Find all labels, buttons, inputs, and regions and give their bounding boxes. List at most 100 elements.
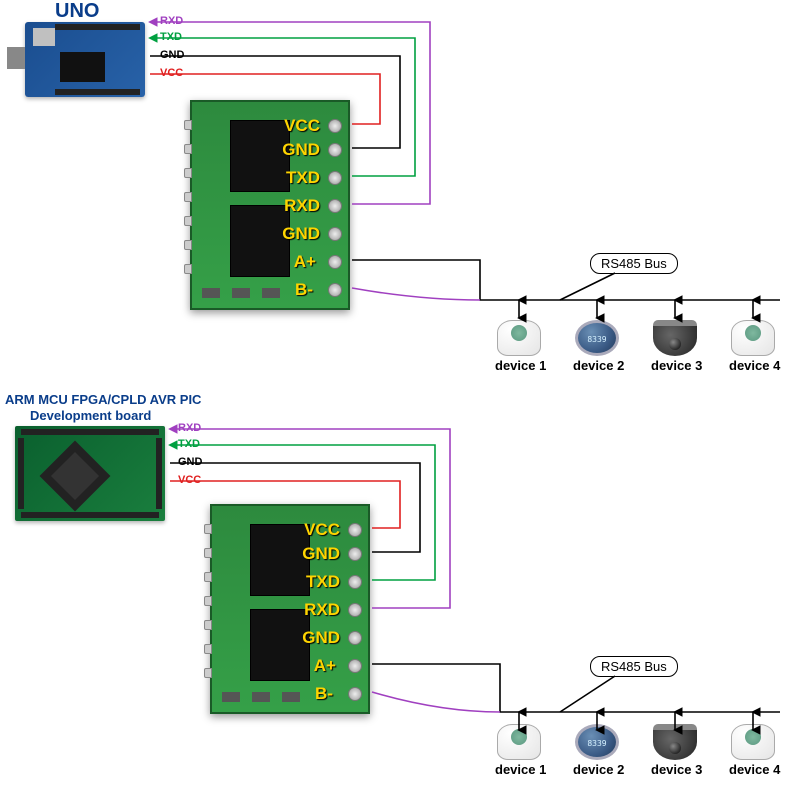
uno-sig-rxd: RXD xyxy=(160,15,183,27)
module-pin-bminus: B- xyxy=(295,280,313,300)
uno-board xyxy=(25,22,145,97)
module-pin-gnd2: GND xyxy=(302,628,340,648)
bus-devices-bottom: device 1 device 2 device 3 device 4 xyxy=(495,724,777,777)
dev-board xyxy=(15,426,165,521)
module-left-pin xyxy=(184,144,192,154)
uno-chip-icon xyxy=(60,52,105,82)
device-4: device 4 xyxy=(729,320,777,373)
module-pin-txd: TXD xyxy=(286,168,320,188)
device-4-label: device 4 xyxy=(729,358,777,373)
module-ic-2 xyxy=(250,609,310,681)
dev-section: ARM MCU FPGA/CPLD AVR PIC Development bo… xyxy=(0,392,800,800)
module-left-pin xyxy=(204,620,212,630)
rs485-module-top: VCC GND TXD RXD GND A+ B- xyxy=(190,100,350,310)
uno-title: UNO xyxy=(55,0,99,23)
uno-sig-gnd: GND xyxy=(160,49,184,61)
device-1: device 1 xyxy=(495,724,543,777)
module-ic-2 xyxy=(230,205,290,277)
module-pin-vcc-icon xyxy=(328,119,342,133)
module-pin-txd: TXD xyxy=(306,572,340,592)
device-1: device 1 xyxy=(495,320,543,373)
device-2-label: device 2 xyxy=(573,762,621,777)
device-1-label: device 1 xyxy=(495,762,543,777)
module-pin-gnd: GND xyxy=(282,140,320,160)
module-pin-rxd: RXD xyxy=(304,600,340,620)
uno-header-bottom xyxy=(55,89,140,95)
module-pin-gnd-icon xyxy=(328,143,342,157)
module-smd-2 xyxy=(232,288,250,298)
scale-icon xyxy=(497,724,541,760)
module-pin-aplus-icon xyxy=(328,255,342,269)
module-left-pin xyxy=(204,644,212,654)
module-left-pin xyxy=(184,120,192,130)
uno-header-top xyxy=(55,24,140,30)
module-left-pin xyxy=(184,216,192,226)
uno-sig-txd: TXD xyxy=(160,31,182,43)
module-pin-txd-icon xyxy=(328,171,342,185)
dev-sig-rxd: RXD xyxy=(178,422,201,434)
module-smd-1 xyxy=(222,692,240,702)
scale-icon xyxy=(497,320,541,356)
rs485-module-bottom: VCC GND TXD RXD GND A+ B- xyxy=(210,504,370,714)
module-pin-bminus: B- xyxy=(315,684,333,704)
module-pin-gnd2-icon xyxy=(348,631,362,645)
module-pin-vcc: VCC xyxy=(284,116,320,136)
device-3-label: device 3 xyxy=(651,358,699,373)
module-left-pin xyxy=(204,524,212,534)
dev-header xyxy=(21,512,159,518)
module-smd-2 xyxy=(252,692,270,702)
device-2: device 2 xyxy=(573,724,621,777)
gauge-icon xyxy=(575,724,619,760)
device-3: device 3 xyxy=(651,724,699,777)
module-pin-gnd2-icon xyxy=(328,227,342,241)
module-pin-rxd-icon xyxy=(328,199,342,213)
device-1-label: device 1 xyxy=(495,358,543,373)
module-left-pin xyxy=(204,572,212,582)
module-left-pin xyxy=(184,264,192,274)
module-ic-1 xyxy=(230,120,290,192)
dev-header xyxy=(18,438,24,509)
module-smd-1 xyxy=(202,288,220,298)
bus-callout-bottom: RS485 Bus xyxy=(590,656,678,677)
module-pin-bminus-icon xyxy=(348,687,362,701)
module-pin-aplus: A+ xyxy=(294,252,316,272)
device-3: device 3 xyxy=(651,320,699,373)
module-pin-aplus-icon xyxy=(348,659,362,673)
module-smd-3 xyxy=(282,692,300,702)
uno-sig-vcc: VCC xyxy=(160,67,183,79)
module-left-pin xyxy=(184,240,192,250)
module-left-pin xyxy=(204,668,212,678)
uno-usb-icon xyxy=(33,28,55,46)
module-left-pin xyxy=(184,168,192,178)
bus-devices-top: device 1 device 2 device 3 device 4 xyxy=(495,320,777,373)
dev-sig-txd: TXD xyxy=(178,438,200,450)
scale-icon xyxy=(731,724,775,760)
module-smd-3 xyxy=(262,288,280,298)
dev-title-2: Development board xyxy=(30,408,151,423)
device-4: device 4 xyxy=(729,724,777,777)
device-2-label: device 2 xyxy=(573,358,621,373)
module-pin-gnd-icon xyxy=(348,547,362,561)
module-pin-rxd-icon xyxy=(348,603,362,617)
uno-section: UNO RXD TXD GND VCC VCC GND TXD RXD GND xyxy=(0,0,800,400)
dev-sig-gnd: GND xyxy=(178,456,202,468)
module-pin-vcc: VCC xyxy=(304,520,340,540)
module-pin-vcc-icon xyxy=(348,523,362,537)
bus-callout-top: RS485 Bus xyxy=(590,253,678,274)
dev-header xyxy=(156,438,162,509)
module-left-pin xyxy=(204,596,212,606)
module-left-pin xyxy=(204,548,212,558)
scale-icon xyxy=(731,320,775,356)
module-pin-gnd2: GND xyxy=(282,224,320,244)
dev-sig-vcc: VCC xyxy=(178,474,201,486)
dev-title-1: ARM MCU FPGA/CPLD AVR PIC xyxy=(5,392,201,407)
device-4-label: device 4 xyxy=(729,762,777,777)
module-left-pin xyxy=(184,192,192,202)
camera-icon xyxy=(653,320,697,356)
module-ic-1 xyxy=(250,524,310,596)
device-3-label: device 3 xyxy=(651,762,699,777)
module-pin-rxd: RXD xyxy=(284,196,320,216)
camera-icon xyxy=(653,724,697,760)
module-pin-bminus-icon xyxy=(328,283,342,297)
dev-fpga-chip-icon xyxy=(40,441,111,512)
